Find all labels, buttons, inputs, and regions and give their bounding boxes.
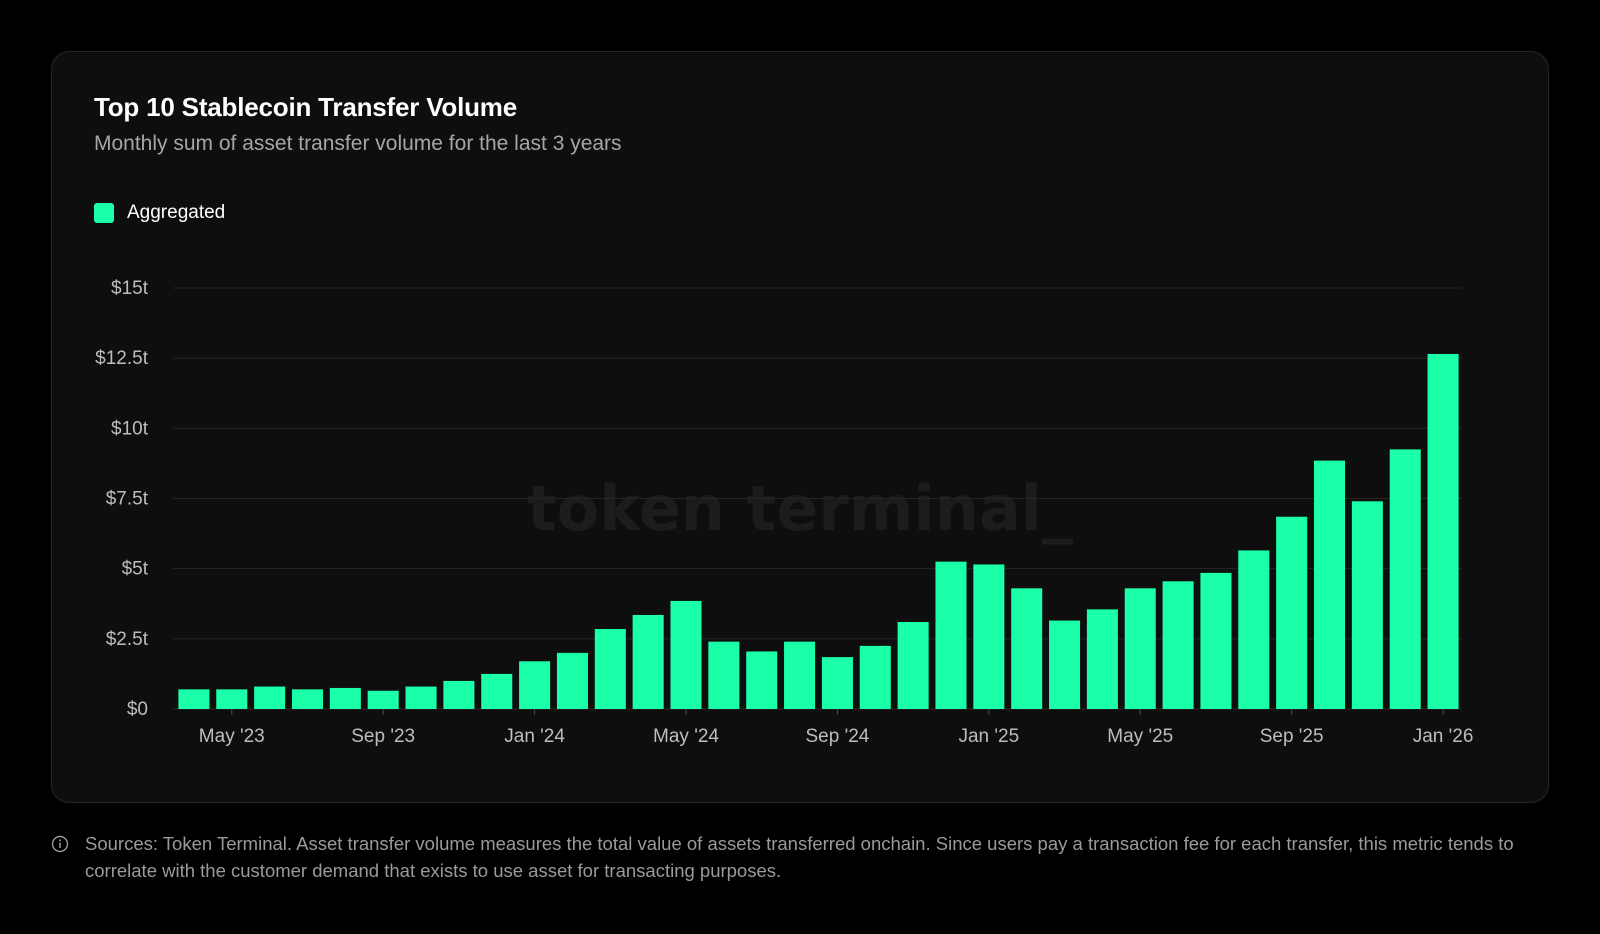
bar-2024-08[interactable] [784, 641, 816, 709]
legend-label-aggregated: Aggregated [127, 202, 226, 223]
y-tick-label: $0 [127, 699, 148, 720]
chart-title: Top 10 Stablecoin Transfer Volume [94, 92, 517, 122]
bar-2025-12[interactable] [1389, 449, 1421, 709]
chart-watermark: token terminal_ [527, 472, 1073, 545]
bar-2025-09[interactable] [1276, 516, 1308, 709]
x-tick-label: Jan '25 [958, 726, 1019, 747]
bar-2024-06[interactable] [708, 641, 740, 709]
bar-2025-06[interactable] [1162, 581, 1194, 709]
bar-2026-01[interactable] [1427, 353, 1459, 709]
bar-2023-07[interactable] [291, 689, 324, 709]
bar-2024-10[interactable] [859, 645, 891, 709]
bar-2025-10[interactable] [1313, 460, 1346, 709]
bar-2024-09[interactable] [821, 657, 853, 709]
y-tick-label: $10t [111, 418, 149, 439]
chart-subtitle: Monthly sum of asset transfer volume for… [94, 132, 622, 155]
bar-2023-11[interactable] [443, 680, 475, 709]
y-axis-tick-labels: $0 $2.5t $5t $7.5t $10t $12.5t $15t [95, 278, 149, 720]
x-tick-label: May '24 [653, 726, 719, 747]
x-tick-label: May '25 [1107, 726, 1173, 747]
y-tick-label: $15t [111, 278, 149, 299]
x-tick-label: Jan '26 [1413, 726, 1474, 747]
bar-2025-01[interactable] [973, 564, 1005, 709]
x-tick-label: Sep '25 [1260, 726, 1324, 747]
bar-2025-05[interactable] [1124, 588, 1156, 709]
bar-2025-11[interactable] [1351, 501, 1383, 709]
footnote-text: Sources: Token Terminal. Asset transfer … [85, 833, 1514, 881]
bar-2024-05[interactable] [670, 600, 702, 709]
bar-2024-07[interactable] [746, 651, 778, 709]
y-tick-label: $2.5t [106, 629, 149, 650]
x-axis-tick-labels: May '23 Sep '23 Jan '24 May '24 Sep '24 Jan '… [199, 709, 1474, 747]
legend-swatch-aggregated [94, 203, 114, 223]
x-tick-label: May '23 [199, 726, 265, 747]
bar-2024-02[interactable] [556, 652, 588, 709]
bar-2025-07[interactable] [1200, 572, 1232, 709]
bar-2024-11[interactable] [897, 621, 929, 709]
x-tick-label: Sep '23 [351, 726, 415, 747]
bar-2025-03[interactable] [1049, 620, 1081, 709]
footnote: Sources: Token Terminal. Asset transfer … [51, 830, 1551, 884]
bar-2023-10[interactable] [405, 686, 437, 709]
bar-2024-04[interactable] [632, 614, 664, 709]
bar-2023-04[interactable] [178, 689, 210, 709]
bar-2023-05[interactable] [216, 689, 248, 709]
bar-2025-04[interactable] [1086, 609, 1118, 709]
bar-2023-06[interactable] [254, 686, 286, 709]
bar-2025-08[interactable] [1238, 550, 1270, 709]
y-tick-label: $12.5t [95, 348, 149, 369]
bar-2024-12[interactable] [935, 561, 967, 709]
bar-2024-03[interactable] [594, 629, 626, 709]
x-tick-label: Sep '24 [805, 726, 869, 747]
chart-legend[interactable]: Aggregated [94, 202, 225, 224]
bar-2025-02[interactable] [1011, 588, 1043, 709]
x-tick-label: Jan '24 [504, 726, 565, 747]
y-tick-label: $5t [122, 559, 149, 580]
bar-2024-01[interactable] [519, 661, 551, 709]
bar-2023-09[interactable] [367, 690, 399, 709]
bar-2023-08[interactable] [329, 687, 361, 709]
y-tick-label: $7.5t [106, 489, 149, 510]
bar-series-aggregated [178, 353, 1459, 709]
info-icon [51, 835, 69, 853]
bar-2023-12[interactable] [481, 673, 513, 709]
